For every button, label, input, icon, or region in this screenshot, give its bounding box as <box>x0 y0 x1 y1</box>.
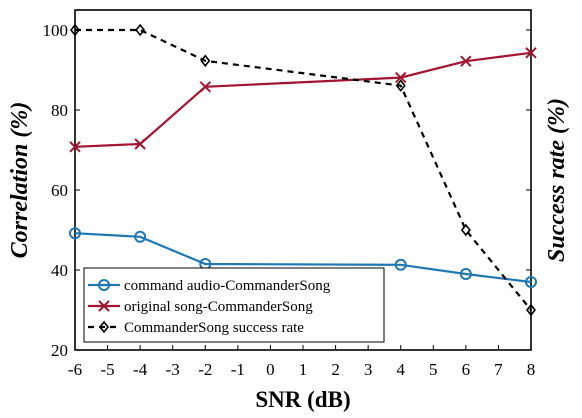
series-0 <box>69 227 537 288</box>
x-tick-label: 8 <box>527 360 536 379</box>
marker-stroke <box>69 141 81 153</box>
marker-stroke <box>134 138 146 150</box>
y-tick-label: 80 <box>51 101 68 120</box>
legend-label: command audio-CommanderSong <box>124 278 331 294</box>
x-tick-label: 5 <box>429 360 438 379</box>
x-tick-label: 4 <box>396 360 405 379</box>
data-point <box>394 258 407 271</box>
y-tick-label: 100 <box>43 21 69 40</box>
x-tick-label: -5 <box>100 360 114 379</box>
y-tick-label: 40 <box>51 261 68 280</box>
y-axis-left-title: Correlation (%) <box>7 102 33 259</box>
series-line <box>74 232 532 284</box>
data-point <box>134 138 146 150</box>
data-point <box>460 55 472 67</box>
marker-stroke <box>395 71 407 84</box>
data-point <box>525 303 537 317</box>
y-tick-label: 60 <box>51 181 68 200</box>
marker-stroke <box>525 47 537 59</box>
series-2 <box>69 23 537 317</box>
legend-label: CommanderSong success rate <box>124 320 304 336</box>
x-tick-label: -4 <box>133 360 148 379</box>
x-tick-label: -3 <box>166 360 180 379</box>
x-tick-label: 1 <box>299 360 308 379</box>
x-tick-label: 6 <box>462 360 471 379</box>
data-point <box>200 54 211 68</box>
series-layer <box>69 23 537 317</box>
data-point <box>459 268 472 280</box>
series-line <box>75 28 532 311</box>
x-axis-title: SNR (dB) <box>255 387 350 412</box>
series-1 <box>69 47 537 153</box>
data-point <box>69 227 81 240</box>
data-point <box>525 276 537 288</box>
legend-box <box>83 267 385 343</box>
x-tick-label: 7 <box>494 360 503 379</box>
x-tick-label: 2 <box>331 360 340 379</box>
marker-stroke <box>98 300 110 312</box>
x-tick-label: -1 <box>231 360 245 379</box>
x-tick-label: -6 <box>68 360 82 379</box>
legend-label: original song-CommanderSong <box>124 299 313 315</box>
x-tick-label: 3 <box>364 360 373 379</box>
data-point <box>135 23 146 37</box>
legend-marker <box>98 300 110 312</box>
data-point <box>199 81 211 93</box>
data-point <box>134 230 147 243</box>
series-line <box>74 51 532 148</box>
x-tick-label: -2 <box>198 360 212 379</box>
data-point <box>395 71 407 84</box>
data-point <box>69 141 81 153</box>
marker-stroke <box>199 81 211 93</box>
legend: command audio-CommanderSong original song… <box>83 267 385 343</box>
legend-marker <box>98 320 110 334</box>
marker-stroke <box>460 55 472 67</box>
data-point <box>525 47 537 59</box>
x-axis: -6 -5 -4 -3 -2 -1 0 1 2 3 4 5 6 7 8 <box>68 345 535 379</box>
y-axis-left: 20 40 60 80 100 <box>43 21 531 360</box>
y-tick-label: 20 <box>51 341 68 360</box>
x-tick-label: 0 <box>266 360 275 379</box>
data-point <box>69 23 81 37</box>
data-point <box>460 223 471 237</box>
data-point <box>395 79 406 92</box>
y-axis-right-title: Success rate (%) <box>544 98 570 262</box>
legend-marker <box>98 279 110 291</box>
